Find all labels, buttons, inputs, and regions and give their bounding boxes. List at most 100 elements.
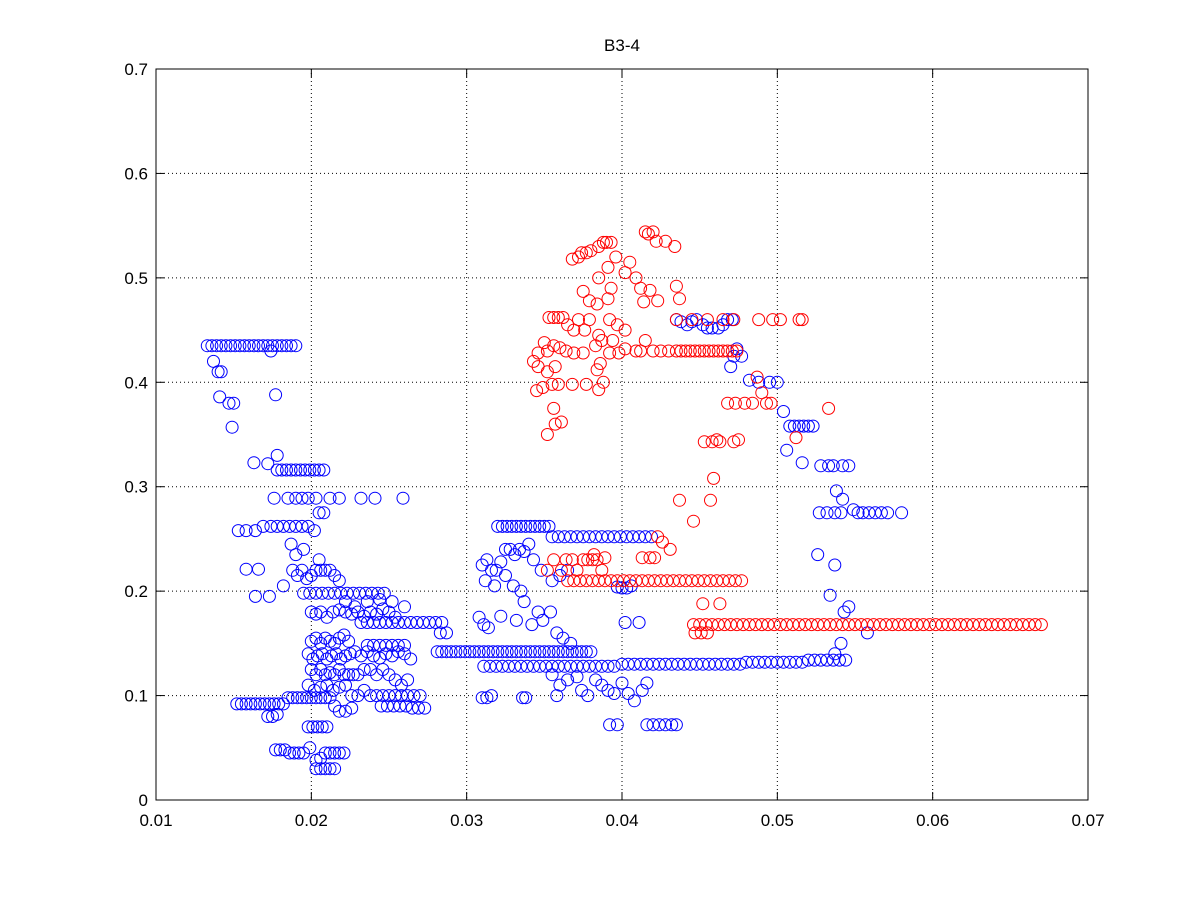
data-point xyxy=(770,375,784,389)
data-point xyxy=(561,673,575,687)
data-point xyxy=(407,689,421,703)
data-point xyxy=(328,699,342,713)
data-point xyxy=(651,530,665,544)
data-point xyxy=(648,551,662,565)
data-point xyxy=(607,659,621,673)
data-point xyxy=(721,313,735,327)
data-point xyxy=(477,618,491,632)
data-point xyxy=(528,645,542,659)
data-point xyxy=(669,344,683,358)
data-point xyxy=(311,720,324,734)
data-point xyxy=(346,668,360,682)
data-point xyxy=(655,535,669,549)
data-point xyxy=(728,574,742,588)
data-point xyxy=(789,431,803,445)
data-point xyxy=(604,281,618,295)
data-point xyxy=(860,626,874,640)
tick-labels: 0.01 0.02 0.03 0.04 0.05 0.06 0.07 0 0.1 0.2 0.3 0.… xyxy=(124,60,1104,830)
data-point xyxy=(348,600,362,614)
data-point xyxy=(651,294,665,308)
data-point xyxy=(286,691,300,705)
data-point xyxy=(606,334,620,347)
data-point xyxy=(582,313,596,327)
data-point xyxy=(725,344,739,358)
data-point xyxy=(537,519,551,533)
data-point xyxy=(261,457,275,471)
data-point xyxy=(328,668,342,682)
data-point xyxy=(688,344,702,358)
data-point xyxy=(506,579,520,593)
data-point xyxy=(586,553,599,567)
data-point xyxy=(266,339,279,353)
data-point xyxy=(697,435,711,449)
data-point xyxy=(837,605,851,619)
data-point xyxy=(590,297,604,311)
data-point xyxy=(290,569,304,582)
data-point xyxy=(267,491,281,505)
data-point xyxy=(820,506,834,520)
data-point xyxy=(795,456,809,470)
data-point xyxy=(601,292,615,306)
y-tick-label: 0 xyxy=(139,791,148,810)
data-point xyxy=(491,519,505,533)
data-point xyxy=(536,381,550,394)
y-tick-label: 0.2 xyxy=(124,582,148,601)
data-point xyxy=(323,691,337,705)
y-tick-label: 0.5 xyxy=(124,269,148,288)
data-point xyxy=(559,553,573,567)
data-point xyxy=(519,645,533,659)
data-point xyxy=(303,741,317,755)
data-point xyxy=(248,589,262,603)
data-point xyxy=(542,645,556,659)
data-point xyxy=(713,597,727,611)
data-point xyxy=(472,610,486,624)
data-point xyxy=(702,344,716,358)
data-point xyxy=(527,354,540,368)
data-point xyxy=(697,344,711,358)
data-point xyxy=(433,626,447,640)
data-point xyxy=(683,344,697,358)
data-point xyxy=(707,344,721,358)
data-point xyxy=(738,396,752,410)
data-point xyxy=(523,519,537,533)
data-point xyxy=(527,553,540,567)
data-point xyxy=(570,563,584,577)
data-point xyxy=(618,266,632,280)
data-point xyxy=(205,339,219,353)
data-point xyxy=(646,225,660,239)
data-point xyxy=(795,313,809,327)
data-point xyxy=(357,609,371,623)
data-point xyxy=(495,519,509,533)
data-point xyxy=(267,697,281,711)
data-point xyxy=(284,339,298,353)
data-point xyxy=(301,720,315,734)
data-point xyxy=(554,415,568,429)
data-point xyxy=(318,691,332,705)
data-point xyxy=(700,626,714,640)
data-point xyxy=(895,506,909,520)
data-point xyxy=(440,626,453,640)
data-point xyxy=(600,235,613,249)
data-point xyxy=(342,668,356,682)
data-point xyxy=(752,375,766,389)
data-point xyxy=(592,271,606,285)
data-point xyxy=(829,484,843,498)
data-point xyxy=(295,691,309,705)
data-point xyxy=(219,339,233,353)
data-point xyxy=(881,506,895,520)
data-point xyxy=(755,386,769,400)
data-point xyxy=(342,634,356,648)
data-point xyxy=(659,718,672,732)
data-point xyxy=(312,463,326,477)
data-point xyxy=(242,339,256,353)
data-point xyxy=(514,519,528,533)
data-point xyxy=(1034,618,1048,632)
data-point xyxy=(533,519,547,533)
data-point xyxy=(576,553,590,567)
data-point xyxy=(561,645,575,659)
data-point xyxy=(553,569,567,582)
data-point xyxy=(239,524,253,538)
data-point xyxy=(783,419,797,433)
data-point xyxy=(572,250,585,264)
x-tick-label: 0.01 xyxy=(139,811,172,830)
